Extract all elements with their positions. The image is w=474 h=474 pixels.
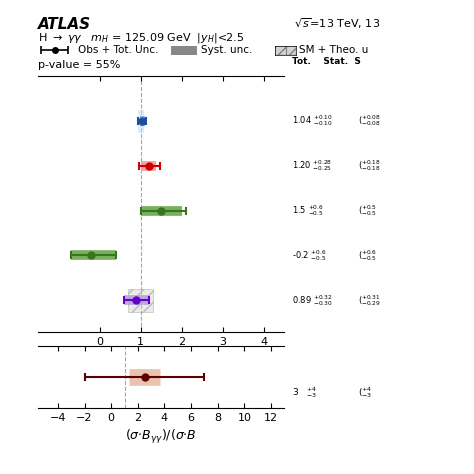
Text: Tot.    Stat.  S: Tot. Stat. S xyxy=(292,56,361,65)
Text: ($^{+0.31}_{-0.29}$: ($^{+0.31}_{-0.29}$ xyxy=(358,293,381,308)
Text: 3   $^{+4}_{-3}$: 3 $^{+4}_{-3}$ xyxy=(292,385,317,400)
Text: ($^{+0.08}_{-0.08}$: ($^{+0.08}_{-0.08}$ xyxy=(358,113,381,128)
Text: Obs + Tot. Unc.: Obs + Tot. Unc. xyxy=(78,45,159,55)
X-axis label: $(\sigma{\cdot}B_{\gamma\gamma})/(\sigma{\cdot}B$: $(\sigma{\cdot}B_{\gamma\gamma})/(\sigma… xyxy=(125,428,197,446)
Text: 1.20 $^{+0.28}_{-0.25}$: 1.20 $^{+0.28}_{-0.25}$ xyxy=(292,158,332,173)
Text: p-value = 55%: p-value = 55% xyxy=(38,60,120,70)
Text: $\sqrt{s}$=13 TeV, 13: $\sqrt{s}$=13 TeV, 13 xyxy=(294,17,380,31)
Text: ($^{+0.6}_{-0.5}$: ($^{+0.6}_{-0.5}$ xyxy=(358,248,377,263)
Text: 1.5 $^{+0.6}_{-0.5}$: 1.5 $^{+0.6}_{-0.5}$ xyxy=(292,203,324,218)
Text: ATLAS: ATLAS xyxy=(38,17,91,32)
Text: ($^{+0.5}_{-0.5}$: ($^{+0.5}_{-0.5}$ xyxy=(358,203,377,218)
Text: 0.89 $^{+0.32}_{-0.30}$: 0.89 $^{+0.32}_{-0.30}$ xyxy=(292,293,332,308)
Text: SM + Theo. u: SM + Theo. u xyxy=(299,45,368,55)
Bar xyxy=(138,109,144,132)
Text: ($^{+0.18}_{-0.18}$: ($^{+0.18}_{-0.18}$ xyxy=(358,158,381,173)
Text: -0.2 $^{+0.6}_{-0.5}$: -0.2 $^{+0.6}_{-0.5}$ xyxy=(292,248,326,263)
Text: ($^{+4}_{-3}$: ($^{+4}_{-3}$ xyxy=(358,385,373,400)
Text: Syst. unc.: Syst. unc. xyxy=(201,45,253,55)
Text: 1.04 $^{+0.10}_{-0.10}$: 1.04 $^{+0.10}_{-0.10}$ xyxy=(292,113,333,128)
Text: H $\rightarrow$ $\gamma\gamma$   $m_H$ = 125.09 GeV  $|y_H|$<2.5: H $\rightarrow$ $\gamma\gamma$ $m_H$ = 1… xyxy=(38,31,244,45)
Bar xyxy=(128,289,153,311)
